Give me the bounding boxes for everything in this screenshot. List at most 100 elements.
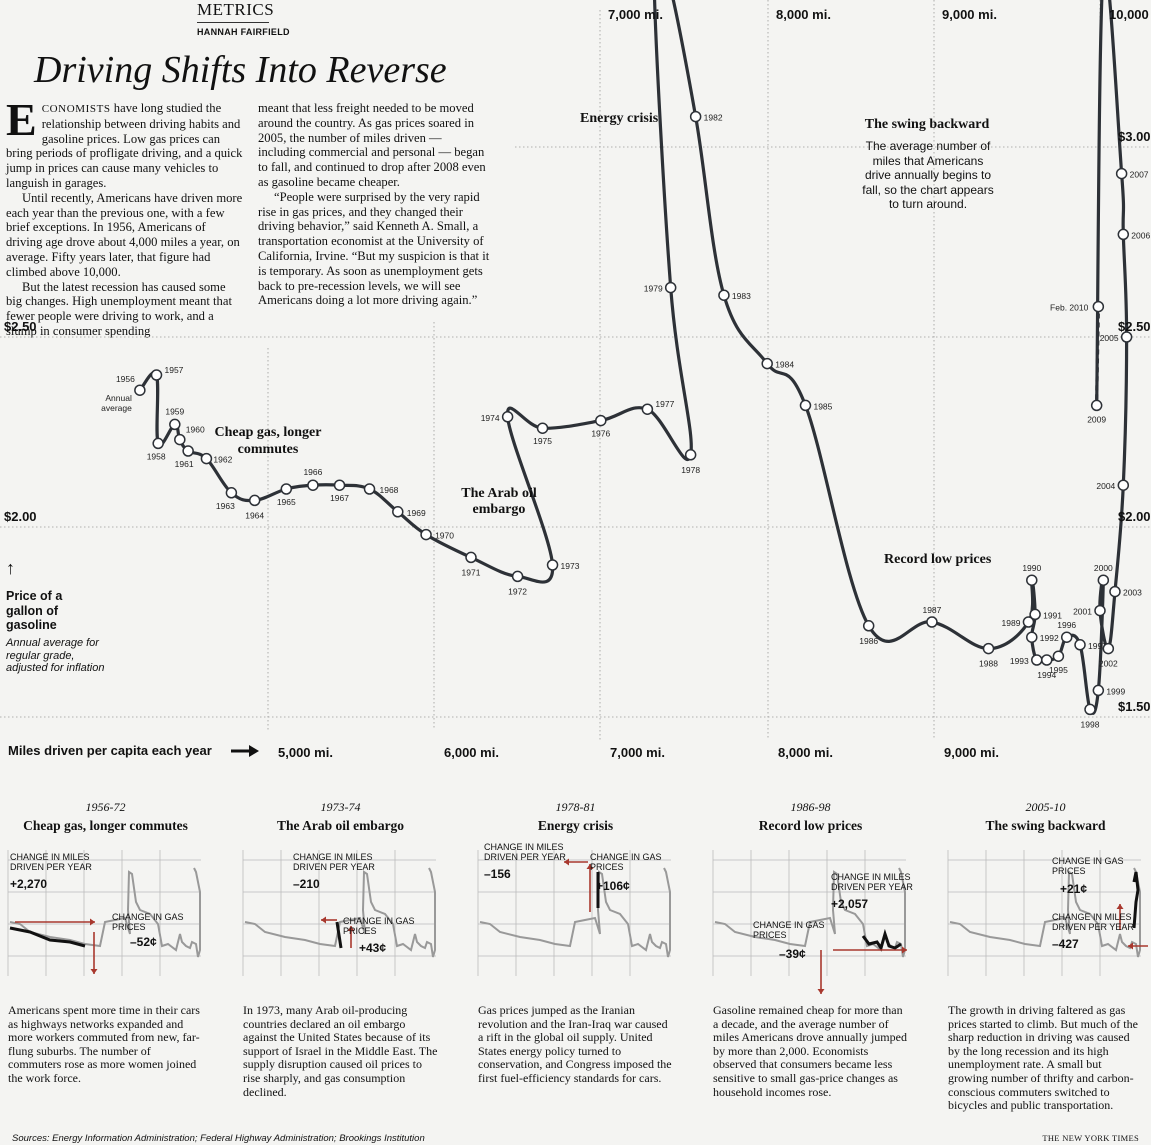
data-point-1986 bbox=[862, 620, 875, 632]
x-tick-label-top: 10,000 bbox=[1109, 7, 1149, 22]
panel-gas-value: –39¢ bbox=[779, 947, 806, 961]
data-point-label: 1998 bbox=[1081, 719, 1100, 729]
data-point-1993 bbox=[1031, 654, 1043, 666]
article-paragraph: have long studied the relationship betwe… bbox=[6, 101, 243, 190]
data-point-label: 2004 bbox=[1096, 481, 1115, 491]
data-point-label: 1960 bbox=[186, 425, 205, 435]
data-point-label: 1957 bbox=[165, 365, 184, 375]
y-tick-label: $2.50 bbox=[1118, 319, 1151, 334]
data-point-label: 1978 bbox=[681, 465, 700, 475]
article-paragraph: But the latest recession has caused some… bbox=[6, 279, 232, 338]
data-point-1974 bbox=[501, 411, 514, 423]
data-point-label: 2000 bbox=[1094, 563, 1113, 573]
panel-arrow-head bbox=[321, 916, 326, 924]
data-point-label: 2009 bbox=[1087, 414, 1106, 424]
data-point-label: 1959 bbox=[165, 406, 184, 416]
data-point-label: 1994 bbox=[1037, 670, 1056, 680]
data-point-1990 bbox=[1026, 574, 1038, 586]
panel-highlight-line bbox=[1132, 871, 1140, 929]
data-point-label: 1968 bbox=[380, 485, 399, 495]
panel-mini-chart: CHANGE IN MILES DRIVEN PER YEAR +2,057 CHA… bbox=[712, 842, 913, 996]
data-point-label: 1997 bbox=[1088, 641, 1107, 651]
y-tick-label: $3.00 bbox=[1118, 129, 1151, 144]
data-point-1996 bbox=[1060, 631, 1073, 643]
data-point-1966 bbox=[307, 479, 319, 491]
data-point-label: 1964 bbox=[245, 510, 264, 520]
panel-3: 1978-81 Energy crisis CHANGE IN MILES DRIV… bbox=[477, 800, 673, 1086]
annotation-swing-backward-text: The average number of miles that America… bbox=[862, 139, 994, 211]
data-point-label: 1962 bbox=[213, 455, 232, 465]
data-point-1987 bbox=[926, 616, 938, 628]
x-tick-label: 5,000 mi. bbox=[278, 745, 333, 760]
credit: THE NEW YORK TIMES bbox=[1042, 1133, 1139, 1143]
data-point-label: 1972 bbox=[508, 586, 527, 596]
data-point-1965 bbox=[280, 483, 293, 495]
panel-highlight-line bbox=[861, 928, 902, 952]
data-point-2000 bbox=[1097, 574, 1110, 586]
x-tick-label: 9,000 mi. bbox=[944, 745, 999, 760]
panel-mini-chart: CHANGE IN MILES DRIVEN PER YEAR +2,270 CHA… bbox=[7, 842, 203, 996]
data-point-1972 bbox=[511, 570, 524, 583]
series-line bbox=[138, 0, 1129, 715]
data-point-label: 1989 bbox=[1002, 618, 1021, 628]
data-point-1969 bbox=[392, 506, 404, 518]
data-point-2007 bbox=[1115, 167, 1128, 180]
data-point-label: 1985 bbox=[813, 401, 832, 411]
panel-2: 1973-74 The Arab oil embargo CHANGE IN MIL… bbox=[242, 800, 438, 1099]
panel-miles-value: +2,270 bbox=[10, 877, 48, 891]
panel-text: Gas prices jumped as the Iranian revolut… bbox=[478, 1003, 672, 1085]
data-point-label: Feb. 2010 bbox=[1050, 303, 1089, 313]
panel-title: Cheap gas, longer commutes bbox=[23, 818, 188, 833]
panel-gas-label: CHANGE IN GAS PRICES bbox=[590, 852, 662, 872]
panel-gas-label: CHANGE IN GAS PRICES bbox=[343, 916, 415, 936]
article-paragraph: meant that less freight needed to be mov… bbox=[258, 101, 486, 189]
data-point-feb2010 bbox=[1092, 300, 1105, 313]
data-point-label: 2003 bbox=[1123, 588, 1142, 598]
section-label: METRICS bbox=[197, 0, 275, 19]
panel-arrow-head bbox=[90, 918, 95, 926]
data-point-label: 1979 bbox=[644, 284, 663, 294]
panel-years: 1978-81 bbox=[555, 800, 596, 814]
data-point-2002 bbox=[1102, 642, 1115, 655]
data-point-label: 1986 bbox=[859, 636, 878, 646]
data-point-1968 bbox=[363, 483, 376, 495]
data-point-1971 bbox=[465, 551, 477, 564]
panel-miles-label: CHANGE IN MILES DRIVEN PER YEAR bbox=[10, 852, 92, 872]
panel-years: 1956-72 bbox=[85, 800, 126, 814]
data-point-1979 bbox=[664, 281, 677, 294]
panel-miles-label: CHANGE IN MILES DRIVEN PER YEAR bbox=[484, 842, 566, 862]
data-point-label: 1967 bbox=[330, 493, 349, 503]
series-line-2010 bbox=[1095, 312, 1100, 400]
data-point-label: 1977 bbox=[655, 399, 674, 409]
panel-miles-label: CHANGE IN MILES DRIVEN PER YEAR bbox=[831, 872, 913, 892]
headline: Driving Shifts Into Reverse bbox=[34, 49, 447, 91]
panel-gas-value: –52¢ bbox=[130, 935, 157, 949]
data-point-label: 2002 bbox=[1099, 659, 1118, 669]
data-point-1957 bbox=[150, 369, 163, 381]
panel-arrow-head bbox=[817, 989, 825, 994]
panel-miles-value: +2,057 bbox=[831, 897, 869, 911]
data-point-label: 1990 bbox=[1022, 563, 1041, 573]
panel-mini-chart: CHANGE IN MILES DRIVEN PER YEAR –210 CHANG… bbox=[242, 842, 438, 996]
data-point-2004 bbox=[1117, 479, 1130, 491]
data-point-2001 bbox=[1094, 604, 1106, 617]
data-point-label: 1956 bbox=[116, 374, 135, 384]
data-point-label: 1984 bbox=[775, 360, 794, 370]
data-point-label: 1975 bbox=[533, 436, 552, 446]
panel-context-line bbox=[949, 867, 1141, 958]
panel-miles-label: CHANGE IN MILES DRIVEN PER YEAR bbox=[293, 852, 375, 872]
data-point-label: 1958 bbox=[147, 451, 166, 461]
data-point-1978 bbox=[684, 449, 697, 461]
data-point-1963 bbox=[225, 487, 238, 499]
data-point-2005 bbox=[1120, 331, 1133, 343]
data-point-1956 bbox=[134, 384, 146, 396]
panel-text: The growth in driving faltered as gas pr… bbox=[948, 1003, 1138, 1113]
data-point-label: 1993 bbox=[1010, 656, 1029, 666]
panel-gas-value: +43¢ bbox=[359, 941, 387, 955]
lead-caps: conomists bbox=[41, 103, 111, 115]
annotation-swing-backward: The swing backward bbox=[864, 117, 990, 132]
data-point-1958 bbox=[152, 437, 164, 450]
y-axis-title: Price of a gallon of gasoline bbox=[6, 589, 63, 632]
data-point-1998 bbox=[1084, 703, 1096, 716]
data-point-label: 1988 bbox=[979, 659, 998, 669]
